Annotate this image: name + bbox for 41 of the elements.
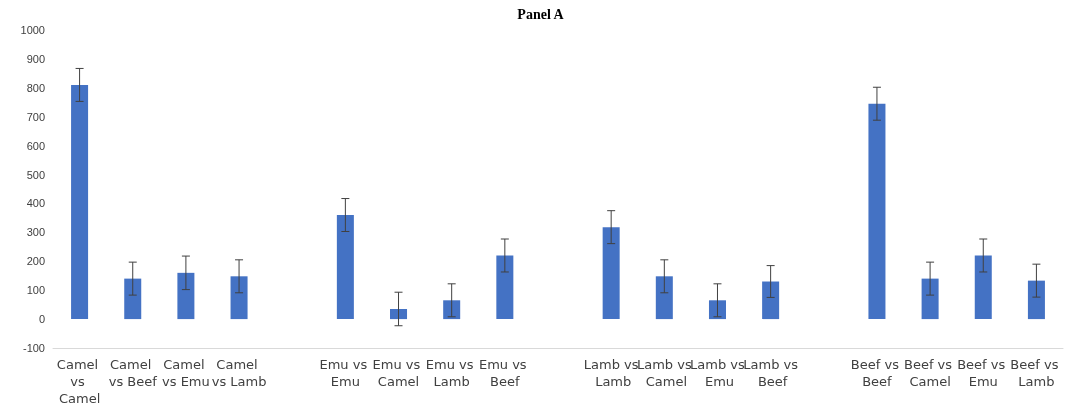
bar	[974, 255, 992, 320]
y-tick-label: 1000	[20, 24, 45, 36]
x-tick-label: Beef vs Camel	[903, 357, 957, 389]
bar	[762, 281, 780, 320]
bar	[71, 84, 89, 320]
y-tick-label: 300	[26, 226, 45, 239]
bar	[1027, 280, 1045, 320]
y-tick-label: 800	[26, 81, 45, 94]
y-tick-label: -100	[22, 342, 45, 354]
bar	[496, 255, 514, 320]
bar	[602, 227, 620, 320]
bar	[443, 300, 461, 320]
x-tick-label: Beef vs Emu	[957, 357, 1010, 389]
y-tick-label: 100	[26, 284, 45, 297]
x-tick-label: Camel vs Emu	[162, 357, 210, 389]
x-tick-label: Emu vs Beef	[478, 357, 531, 389]
y-tick-label: 400	[26, 197, 45, 210]
y-tick-label: 0	[38, 313, 45, 326]
x-tick-label: Emu vs Camel	[372, 357, 425, 389]
bar	[230, 276, 248, 320]
y-tick-label: 700	[26, 110, 45, 123]
x-tick-label: Camel vs Camel	[56, 357, 103, 406]
x-tick-label: Camel vs Lamb	[211, 357, 267, 389]
x-tick-label: Lamb vs Lamb	[583, 357, 639, 389]
x-tick-label: Beef vs Lamb	[1010, 357, 1063, 389]
bar	[336, 215, 354, 320]
bar	[868, 103, 886, 320]
y-tick-label: 600	[26, 139, 45, 152]
bar	[655, 276, 673, 320]
x-tick-label: Emu vs Lamb	[425, 357, 478, 389]
y-tick-label: 200	[26, 255, 45, 268]
chart-title: Panel A	[517, 6, 565, 22]
bar	[177, 272, 195, 320]
bar	[921, 278, 939, 320]
bar	[124, 278, 142, 320]
y-tick-label: 500	[26, 168, 45, 181]
x-tick-label: Emu vs Emu	[319, 357, 372, 389]
x-tick-label: Beef vs Beef	[850, 357, 904, 389]
x-tick-label: Camel vs Beef	[108, 357, 158, 389]
y-tick-label: 900	[26, 52, 45, 65]
x-tick-label: Lamb vs Beef	[743, 357, 799, 389]
